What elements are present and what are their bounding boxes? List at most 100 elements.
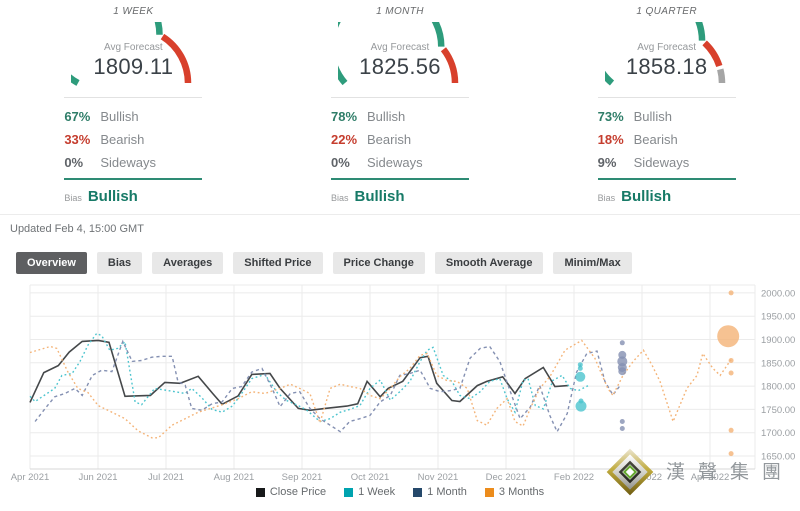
svg-text:1650.00: 1650.00: [761, 452, 795, 463]
bias-row: Bias Bullish: [331, 188, 469, 205]
divider: [64, 97, 203, 98]
svg-text:1700.00: 1700.00: [761, 428, 795, 439]
bearish-label: Bearish: [100, 132, 145, 147]
legend-label: Close Price: [269, 486, 327, 498]
tab-minim-max[interactable]: Minim/Max: [553, 252, 632, 274]
svg-text:1750.00: 1750.00: [761, 405, 795, 416]
svg-text:2000.00: 2000.00: [761, 288, 795, 299]
avg-forecast-value: 1858.18: [625, 54, 708, 79]
forecast-chart: 1650.00 1700.00 1750.00 1800.00 1850.00 1900.…: [0, 279, 800, 498]
tab-overview[interactable]: Overview: [16, 252, 87, 274]
card-period-title: 1 QUARTER: [636, 6, 697, 17]
legend-item-1-month[interactable]: 1 Month: [413, 486, 467, 498]
bearish-label: Bearish: [366, 132, 412, 147]
bearish-row: 18% Bearish: [598, 132, 736, 147]
bullish-percent: 67%: [64, 109, 91, 124]
bearish-percent: 18%: [597, 132, 624, 147]
legend-label: 3 Months: [498, 486, 545, 498]
watermark: 漢聲集團: [606, 446, 794, 496]
legend-swatch-icon: [255, 487, 265, 497]
svg-text:Sep 2021: Sep 2021: [282, 472, 323, 483]
bearish-row: 22% Bearish: [331, 132, 469, 147]
svg-text:Apr 2021: Apr 2021: [11, 472, 50, 483]
svg-text:1900.00: 1900.00: [761, 335, 795, 346]
bullish-label: Bullish: [633, 109, 672, 124]
tab-averages[interactable]: Averages: [152, 252, 224, 274]
svg-text:Feb 2022: Feb 2022: [554, 472, 594, 483]
svg-text:Dec 2021: Dec 2021: [486, 472, 527, 483]
bias-divider: [597, 178, 736, 180]
sideways-percent: 0%: [330, 155, 350, 170]
forecast-card-1-quarter: 1 QUARTER Avg Forecast 1858.18 73% Bulli…: [533, 6, 800, 205]
bearish-row: 33% Bearish: [64, 132, 202, 147]
svg-text:Nov 2021: Nov 2021: [418, 472, 459, 483]
sideways-label: Sideways: [633, 155, 690, 170]
gauge-stats: 78% Bullish 22% Bearish 0% Sideways Bias…: [330, 97, 469, 205]
bias-label: Bias: [597, 193, 616, 203]
svg-text:Jun 2021: Jun 2021: [78, 472, 117, 483]
legend-item-3-months[interactable]: 3 Months: [484, 486, 545, 498]
bullish-row: 67% Bullish: [64, 109, 202, 124]
legend-swatch-icon: [413, 487, 423, 497]
legend-swatch-icon: [484, 487, 494, 497]
tab-bias[interactable]: Bias: [96, 252, 143, 274]
svg-text:1950.00: 1950.00: [761, 312, 795, 323]
hansheng-diamond-logo-icon: [606, 448, 654, 496]
avg-forecast-label: Avg Forecast: [637, 42, 696, 53]
svg-text:Apr 2022: Apr 2022: [691, 472, 730, 483]
svg-text:Oct 2021: Oct 2021: [351, 472, 390, 483]
divider: [597, 97, 736, 98]
forecast-card-1-month: 1 MONTH Avg Forecast 1825.56 78% Bullish…: [267, 6, 534, 205]
card-period-title: 1 MONTH: [376, 6, 424, 17]
bullish-row: 78% Bullish: [331, 109, 469, 124]
bias-label: Bias: [64, 193, 82, 203]
bearish-percent: 33%: [64, 132, 91, 147]
legend-swatch-icon: [344, 487, 354, 497]
bias-divider: [64, 178, 203, 180]
section-divider: [0, 214, 800, 215]
legend-item-close-price[interactable]: Close Price: [255, 486, 327, 498]
bias-value: Bullish: [621, 188, 672, 205]
forecast-card-1-week: 1 WEEK Avg Forecast 1809.11 67% Bullish …: [0, 6, 267, 205]
gauge-arc: Avg Forecast 1858.18: [604, 22, 729, 86]
gauge-center-text: Avg Forecast 1858.18: [605, 42, 729, 80]
bullish-label: Bullish: [100, 109, 139, 124]
card-period-title: 1 WEEK: [113, 6, 154, 17]
gauge-stats: 67% Bullish 33% Bearish 0% Sideways Bias…: [64, 97, 203, 205]
gauge-arc-svg: [604, 22, 725, 86]
bias-row: Bias Bullish: [598, 188, 736, 205]
bullish-percent: 73%: [597, 109, 624, 124]
sideways-row: 9% Sideways: [598, 155, 736, 170]
sideways-percent: 0%: [64, 155, 84, 170]
updated-timestamp: Updated Feb 4, 15:00 GMT: [10, 223, 144, 235]
sideways-label: Sideways: [366, 155, 423, 170]
svg-text:Jul 2021: Jul 2021: [148, 472, 184, 483]
bearish-label: Bearish: [633, 132, 678, 147]
avg-forecast-value: 1809.11: [93, 54, 174, 79]
tab-price-change[interactable]: Price Change: [332, 252, 425, 274]
tab-smooth-average[interactable]: Smooth Average: [434, 252, 544, 274]
gauge-center-text: Avg Forecast 1825.56: [338, 42, 462, 80]
bias-value: Bullish: [87, 188, 138, 205]
gauge-arc: Avg Forecast 1809.11: [71, 22, 195, 86]
avg-forecast-label: Avg Forecast: [103, 42, 163, 53]
tab-shifted-price[interactable]: Shifted Price: [233, 252, 323, 274]
legend-item-1-week[interactable]: 1 Week: [344, 486, 395, 498]
bias-divider: [330, 178, 469, 180]
bias-value: Bullish: [354, 188, 405, 205]
sideways-percent: 9%: [597, 155, 617, 170]
avg-forecast-value: 1825.56: [359, 54, 441, 79]
svg-text:Aug 2021: Aug 2021: [214, 472, 255, 483]
sideways-label: Sideways: [100, 155, 156, 170]
sideways-row: 0% Sideways: [64, 155, 202, 170]
chart-legend: Close Price 1 Week 1 Month 3 Months: [0, 486, 800, 498]
watermark-text: 漢聲集團: [665, 461, 794, 483]
forecast-summary-row: 1 WEEK Avg Forecast 1809.11 67% Bullish …: [0, 0, 800, 205]
divider: [330, 97, 469, 98]
bullish-label: Bullish: [366, 109, 406, 124]
bearish-percent: 22%: [330, 132, 358, 147]
sideways-row: 0% Sideways: [331, 155, 469, 170]
svg-text:1850.00: 1850.00: [761, 358, 795, 369]
avg-forecast-label: Avg Forecast: [370, 42, 430, 53]
